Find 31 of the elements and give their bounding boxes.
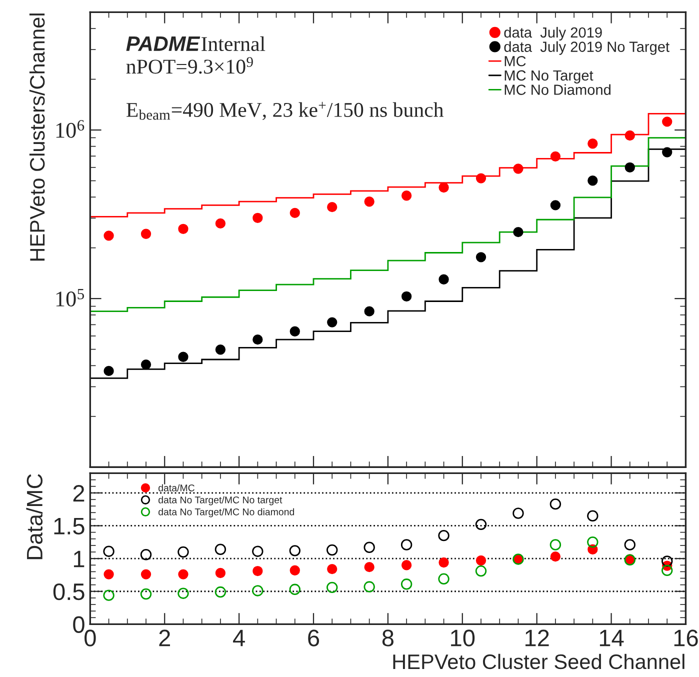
x-tick-label: 10	[451, 630, 475, 646]
y-tick-label: 0.5	[53, 583, 84, 600]
x-tick-label: 0	[84, 630, 96, 646]
x-tick-label: 8	[382, 630, 394, 646]
x-tick-label: 6	[308, 630, 320, 646]
annotation: E$_{beam}$=490 MeV, 23 ke$^{+}$/150 ns bunch	[126, 102, 444, 120]
legend-label: data/MC	[158, 484, 194, 492]
annotation: Internal	[202, 36, 266, 52]
legend-label: data No Target/MC No target	[158, 496, 282, 506]
x-tick-label: 4	[233, 630, 245, 646]
y-tick-label: 10$^{6}$	[56, 120, 84, 138]
x-tick-label: 16	[674, 630, 698, 646]
x-axis-title: HEPVeto Cluster Seed Channel	[393, 654, 684, 670]
legend-label: MC	[504, 56, 526, 66]
legend-label: MC No Target	[504, 70, 594, 84]
y-tick-label: 0	[73, 616, 84, 633]
y-axis-title: HEPVeto Clusters/Channel	[29, 14, 45, 261]
legend-label: data No Target/MC No diamond	[158, 508, 294, 518]
legend-label: MC No Diamond	[504, 84, 610, 95]
annotation: PADME	[126, 36, 200, 51]
annotation: nPOT=9.3×10$^{9}$	[126, 57, 253, 74]
y-tick-label: 1	[74, 550, 84, 568]
x-tick-label: 2	[159, 630, 170, 646]
legend-label: data July 2019	[504, 26, 602, 41]
y-tick-label: 10$^{5}$	[56, 288, 84, 306]
y-tick-label: 1.5	[54, 518, 84, 535]
x-tick-label: 14	[600, 630, 624, 646]
y-axis-title: Data/MC	[26, 474, 43, 560]
y-tick-label: 2	[73, 484, 84, 502]
legend-label: data July 2019 No Target	[504, 41, 670, 55]
x-tick-label: 12	[526, 630, 549, 646]
